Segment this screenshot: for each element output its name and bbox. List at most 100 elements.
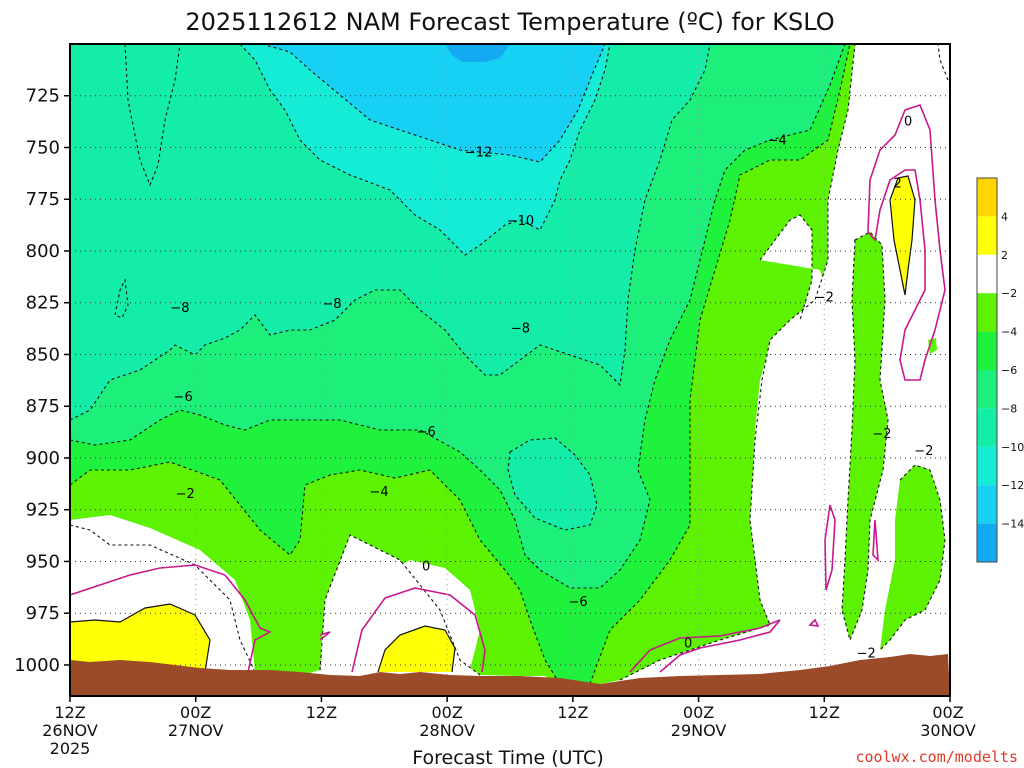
contour-fill-warm-pocket — [752, 215, 870, 672]
colorbar-tick-label: −14 — [1001, 518, 1024, 531]
contour-label: 0 — [904, 115, 912, 130]
colorbar-tick-label: 4 — [1001, 210, 1008, 223]
contour-line-zero — [319, 631, 331, 641]
contour-label: −2 — [176, 487, 195, 502]
x-tick-label: 00Z — [431, 703, 462, 722]
contour-line-minus10 — [124, 44, 181, 187]
colorbar-swatch — [977, 523, 997, 562]
y-tick-label: 825 — [26, 293, 60, 314]
colorbar-tick-label: −4 — [1001, 326, 1017, 339]
contour-label: −8 — [511, 322, 530, 337]
y-tick-label: 925 — [26, 500, 60, 521]
colorbar-frame — [976, 177, 998, 563]
contour-label: 2 — [893, 177, 901, 192]
x-tick-label: 28NOV — [419, 721, 475, 740]
y-tick-label: 775 — [26, 189, 60, 210]
contour-fill-cold-lobe — [880, 465, 945, 650]
contour-label: −6 — [174, 390, 193, 405]
contour-line-zero — [872, 519, 879, 563]
x-tick-label: 27NOV — [168, 721, 224, 740]
colorbar-swatch — [977, 485, 997, 524]
x-tick-label: 29NOV — [671, 721, 727, 740]
contour-line-minus8 — [507, 437, 598, 531]
colorbar: 4 2 −2 −4 −6 −8 −10 −12 −14 — [976, 177, 1024, 563]
x-tick-label: 30NOV — [920, 721, 976, 740]
colorbar-swatch — [977, 293, 997, 332]
contour-label: −2 — [872, 427, 891, 442]
contour-line-minus4 — [70, 461, 561, 685]
y-tick-label: 800 — [26, 241, 60, 262]
contour-label: 0 — [422, 560, 430, 575]
contour-label: −12 — [465, 146, 492, 161]
solid-contours — [70, 175, 916, 673]
contour-line-zero — [629, 619, 781, 673]
contour-line-minus8 — [114, 278, 129, 319]
x-tick-label: 2025 — [50, 739, 91, 758]
colorbar-tick-label: −10 — [1001, 441, 1024, 454]
colorbar-swatch — [977, 216, 997, 255]
y-tick-label: 950 — [26, 551, 60, 572]
x-tick-label: 12Z — [557, 703, 588, 722]
contour-label: −8 — [322, 297, 341, 312]
contour-fill-band-minus14 — [445, 44, 510, 62]
contour-line-zero — [824, 504, 836, 591]
colorbar-tick-label: −2 — [1001, 287, 1017, 300]
contour-line-minus2 — [759, 214, 813, 321]
colorbar-tick-label: −12 — [1001, 479, 1024, 492]
contour-line-minus4 — [589, 44, 851, 685]
contour-line-zero — [70, 564, 272, 673]
contour-line-minus10 — [239, 44, 611, 256]
contour-labels: −12 −10 −8 −8 −8 −6 −6 −6 −4 −4 −2 −2 −2 −2 −2 0 0 0 2 — [170, 115, 933, 662]
colorbar-swatch — [977, 254, 997, 294]
contour-line-zero — [808, 618, 820, 627]
colorbar-swatch — [977, 370, 997, 409]
contour-label: −2 — [815, 291, 834, 306]
dashed-contours — [70, 44, 949, 685]
contour-line-plus2 — [70, 603, 211, 673]
colorbar-tick-label: −8 — [1001, 402, 1017, 415]
x-tick-label: 00Z — [180, 703, 211, 722]
credit-text: coolwx.com/modelts — [855, 748, 1018, 766]
plot-area — [70, 44, 950, 696]
colorbar-swatch — [977, 408, 997, 447]
contour-line-plus2 — [377, 625, 456, 673]
contour-fill-cold-lobe — [842, 232, 888, 640]
y-tick-label: 850 — [26, 344, 60, 365]
plot-frame — [69, 43, 951, 697]
x-tick-label: 12Z — [54, 703, 85, 722]
y-tick-label: 750 — [26, 137, 60, 158]
contour-label: 0 — [684, 636, 692, 651]
contour-line-minus2 — [70, 524, 256, 673]
contour-label: −2 — [857, 647, 876, 662]
contour-line-zero — [351, 587, 486, 673]
x-axis-label: Forecast Time (UTC) — [412, 747, 603, 768]
contour-label: −6 — [569, 595, 588, 610]
colorbar-tick-label: −6 — [1001, 364, 1017, 377]
contour-fill-yellow-pocket — [890, 176, 915, 295]
y-tick-label: 900 — [26, 448, 60, 469]
x-tick-label: 00Z — [683, 703, 714, 722]
contour-label: −4 — [369, 485, 388, 500]
freezing-contours — [70, 104, 946, 673]
y-axis: 725 750 775 800 825 850 875 900 925 950 975 1000 — [14, 86, 70, 676]
contour-label: −2 — [914, 444, 933, 459]
contour-fill-band-minus12 — [262, 44, 605, 162]
chart-title: 2025112612 NAM Forecast Temperature (ºC)… — [185, 8, 834, 36]
contour-line-zero — [867, 104, 946, 381]
x-tick-label: 00Z — [932, 703, 963, 722]
contour-label: −4 — [768, 133, 787, 148]
y-tick-label: 725 — [26, 86, 60, 107]
contour-fill-pocket — [508, 438, 597, 530]
y-tick-label: 1000 — [14, 655, 60, 676]
contour-line-plus2 — [889, 175, 916, 296]
y-tick-label: 975 — [26, 603, 60, 624]
contour-line-minus2 — [879, 464, 946, 651]
terrain — [70, 654, 950, 696]
colorbar-tick-label: 2 — [1001, 249, 1008, 262]
colorbar-swatch — [977, 178, 997, 217]
x-tick-label: 12Z — [306, 703, 337, 722]
contour-label: −10 — [507, 214, 534, 229]
contour-line-minus2 — [937, 44, 949, 81]
